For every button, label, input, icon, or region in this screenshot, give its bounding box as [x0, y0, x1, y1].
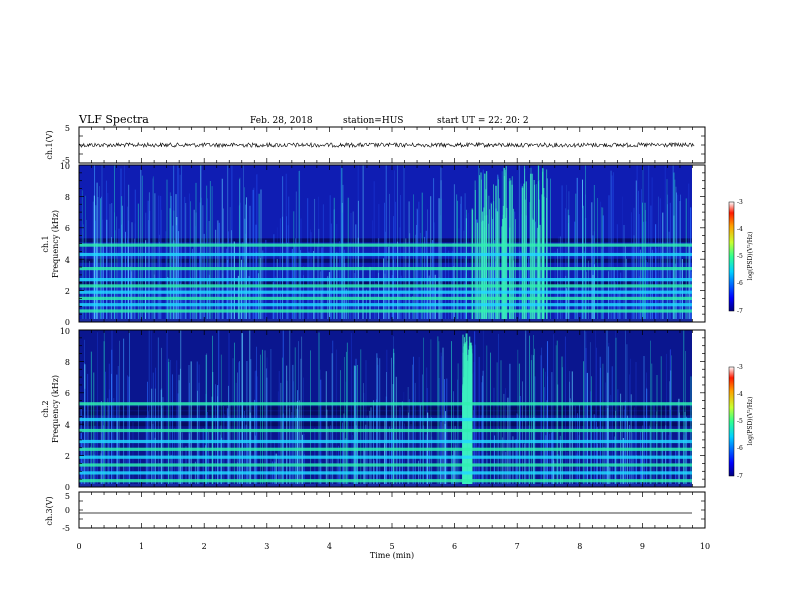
ch1-waveform-trace — [78, 141, 695, 149]
ch1-spec-ytick-0: 0 — [65, 318, 70, 327]
emission-band — [79, 309, 692, 313]
emission-band — [79, 439, 692, 444]
ch3-waveform-panel: 5 0 -5 ch.3(V) — [45, 491, 706, 533]
ch1-ylabel: ch.1(V) — [45, 130, 54, 159]
xtick-6: 6 — [452, 542, 457, 551]
cb2-tick-m5: -5 — [737, 418, 743, 425]
cb2-tick-m3: -3 — [737, 364, 743, 371]
ch1-spectrogram-panel: 0 2 4 6 8 10 ch.1 Frequency (kHz) — [41, 162, 706, 327]
emission-band — [79, 479, 692, 483]
dark-band — [79, 406, 692, 411]
emission-band — [79, 267, 692, 271]
xtick-3: 3 — [264, 542, 269, 551]
ch2-spectrogram-image — [79, 330, 692, 487]
xtick-5: 5 — [389, 542, 394, 551]
cb1-tick-m6: -6 — [737, 280, 743, 287]
ch1-spectrogram-image — [79, 165, 692, 322]
dark-band — [79, 411, 692, 416]
ch1-yticks: 0 2 4 6 8 10 — [60, 162, 70, 327]
emission-band — [79, 455, 692, 459]
ch3-ylabel: ch.3(V) — [45, 496, 54, 525]
ch2-spec-ytick-6: 6 — [65, 389, 70, 398]
dark-band — [79, 422, 692, 427]
emission-band — [79, 296, 692, 300]
cb1-tick-m7: -7 — [737, 308, 743, 315]
cb2-tick-m7: -7 — [737, 473, 743, 480]
x-axis-label: Time (min) — [370, 551, 414, 560]
ch1-spec-ytick-2: 2 — [65, 287, 70, 296]
cb1-label: log(PSD)(V²/Hz) — [747, 232, 754, 281]
dark-band — [79, 258, 692, 263]
ch1-waveform-panel: 5 -5 ch.1(V) — [45, 124, 706, 165]
xtick-0: 0 — [76, 542, 81, 551]
ch1-spec-ylabel-top: ch.1 — [41, 235, 50, 252]
cb2-label: log(PSD)(V²/Hz) — [747, 397, 754, 446]
ch2-spec-ylabel-top: ch.2 — [41, 400, 50, 417]
ch2-spec-ytick-10: 10 — [60, 327, 70, 336]
xtick-10: 10 — [700, 542, 710, 551]
ch1-spec-ytick-10: 10 — [60, 162, 70, 171]
xtick-1: 1 — [139, 542, 144, 551]
emission-band — [79, 284, 692, 288]
baseline-band — [79, 319, 692, 322]
emission-band — [79, 463, 692, 467]
dark-band — [79, 281, 692, 286]
xtick-2: 2 — [202, 542, 207, 551]
ch2-spec-ytick-4: 4 — [65, 421, 70, 430]
ch2-yticks: 0 2 4 6 8 10 — [60, 327, 70, 492]
station-label: station=HUS — [343, 116, 403, 126]
ch1-spec-ylabel: Frequency (kHz) — [51, 210, 60, 278]
emission-band — [79, 303, 692, 307]
ch2-spec-ylabel: Frequency (kHz) — [51, 375, 60, 443]
emission-band — [79, 278, 692, 282]
date-label: Feb. 28, 2018 — [250, 116, 313, 126]
emission-band — [79, 402, 692, 406]
emission-band — [79, 290, 692, 294]
ch2-spec-ytick-8: 8 — [65, 358, 70, 367]
start-time-label: start UT = 22: 20: 2 — [437, 116, 529, 126]
dark-band — [79, 238, 692, 243]
ch1-spec-ytick-6: 6 — [65, 224, 70, 233]
ch3-ytick-mid: 0 — [65, 506, 70, 515]
cb2-tick-m4: -4 — [737, 391, 743, 398]
ch2-spec-ytick-0: 0 — [65, 483, 70, 492]
ch1-spec-ytick-4: 4 — [65, 256, 70, 265]
emission-band — [79, 252, 692, 257]
emission-band — [79, 447, 692, 451]
colorbar-ch1: -3 -4 -5 -6 -7 log(PSD)(V²/Hz) — [728, 199, 754, 315]
cb1-tick-m5: -5 — [737, 253, 743, 260]
emission-band — [79, 243, 692, 247]
ch1-ytick-top: 5 — [65, 124, 70, 133]
xtick-7: 7 — [515, 542, 520, 551]
ch1-ytick-bottom: -5 — [62, 156, 70, 165]
ch2-spec-ytick-2: 2 — [65, 452, 70, 461]
figure-title: VLF Spectra — [78, 113, 149, 126]
cb1-tick-m4: -4 — [737, 226, 743, 233]
axis-tick-marks — [78, 126, 706, 529]
emission-band — [79, 417, 692, 422]
x-axis: 0 1 2 3 4 5 6 7 8 9 10 Time (min) — [76, 542, 710, 560]
cb2-tick-m6: -6 — [737, 445, 743, 452]
colorbar-ch2: -3 -4 -5 -6 -7 log(PSD)(V²/Hz) — [728, 364, 754, 480]
cb1-tick-m3: -3 — [737, 199, 743, 206]
xtick-4: 4 — [327, 542, 332, 551]
ch1-spec-ytick-8: 8 — [65, 193, 70, 202]
xtick-9: 9 — [640, 542, 645, 551]
baseline-band — [79, 484, 692, 487]
emission-band — [79, 428, 692, 433]
ch3-ytick-bottom: -5 — [62, 524, 70, 533]
xtick-8: 8 — [577, 542, 582, 551]
ch2-spectrogram-panel: 0 2 4 6 8 10 ch.2 Frequency (kHz) — [41, 327, 706, 492]
ch3-ytick-top: 5 — [65, 492, 70, 501]
emission-band — [79, 471, 692, 475]
